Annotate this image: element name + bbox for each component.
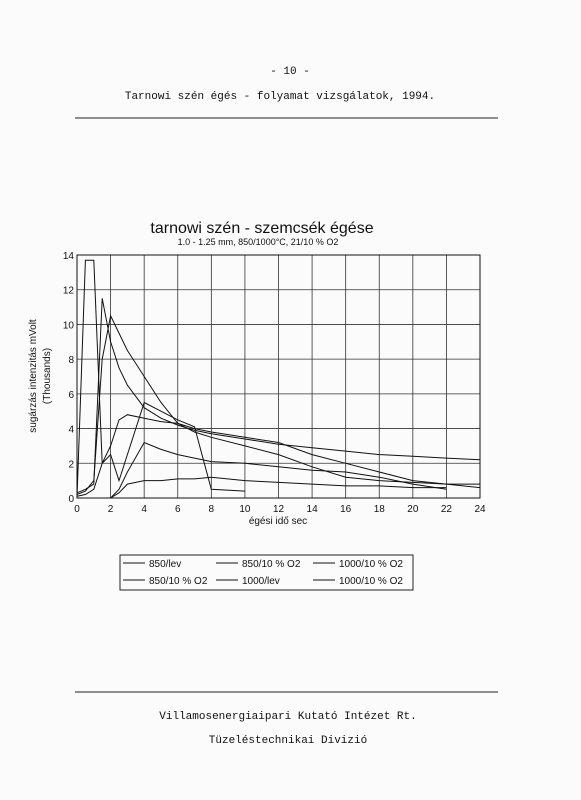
x-tick-label: 12 — [273, 504, 285, 515]
legend-label: 850/lev — [149, 559, 181, 570]
x-tick-label: 16 — [340, 504, 352, 515]
data-line — [110, 441, 447, 499]
x-tick-label: 2 — [108, 504, 114, 515]
x-tick-label: 18 — [374, 504, 386, 515]
header-title: Tarnowi szén égés - folyamat vizsgálatok… — [125, 91, 435, 103]
x-tick-label: 6 — [175, 504, 181, 515]
legend-label: 850/10 % O2 — [149, 576, 208, 587]
y-tick-label: 4 — [68, 425, 74, 436]
legend-label: 1000/10 % O2 — [339, 559, 403, 570]
x-tick-label: 10 — [239, 504, 251, 515]
y-tick-label: 14 — [63, 251, 75, 262]
page-number: - 10 - — [270, 66, 310, 78]
x-tick-label: 24 — [474, 504, 486, 515]
x-tick-label: 0 — [74, 504, 80, 515]
chart-subtitle: 1.0 - 1.25 mm, 850/1000°C, 21/10 % O2 — [178, 237, 339, 247]
x-tick-label: 22 — [441, 504, 453, 515]
data-line — [76, 414, 481, 497]
plot-frame — [76, 254, 481, 499]
data-line — [76, 259, 245, 499]
data-line — [76, 314, 480, 495]
y-tick-label: 6 — [68, 390, 74, 401]
legend-label: 1000/lev — [242, 576, 280, 587]
legend-box — [119, 554, 414, 591]
y-axis-label: sugárzás intenzitás mVolt — [28, 319, 39, 433]
y-tick-label: 10 — [63, 320, 75, 331]
x-axis-label: égési idő sec — [249, 516, 307, 527]
chart-title: tarnowi szén - szemcsék égése — [150, 220, 373, 237]
y-axis-unit: (Thousands) — [42, 348, 53, 404]
x-tick-label: 8 — [209, 504, 215, 515]
x-tick-label: 14 — [307, 504, 319, 515]
y-tick-label: 0 — [68, 494, 74, 505]
y-tick-label: 12 — [63, 286, 75, 297]
y-tick-label: 8 — [68, 355, 74, 366]
data-line — [110, 476, 447, 499]
x-tick-label: 4 — [141, 504, 147, 515]
footer-line: Tüzeléstechnikai Divizió — [209, 735, 367, 747]
y-tick-label: 2 — [68, 459, 74, 470]
x-tick-label: 20 — [407, 504, 419, 515]
footer-line: Villamosenergiaipari Kutató Intézet Rt. — [159, 711, 416, 723]
legend-label: 1000/10 % O2 — [339, 576, 403, 587]
legend-label: 850/10 % O2 — [242, 559, 301, 570]
